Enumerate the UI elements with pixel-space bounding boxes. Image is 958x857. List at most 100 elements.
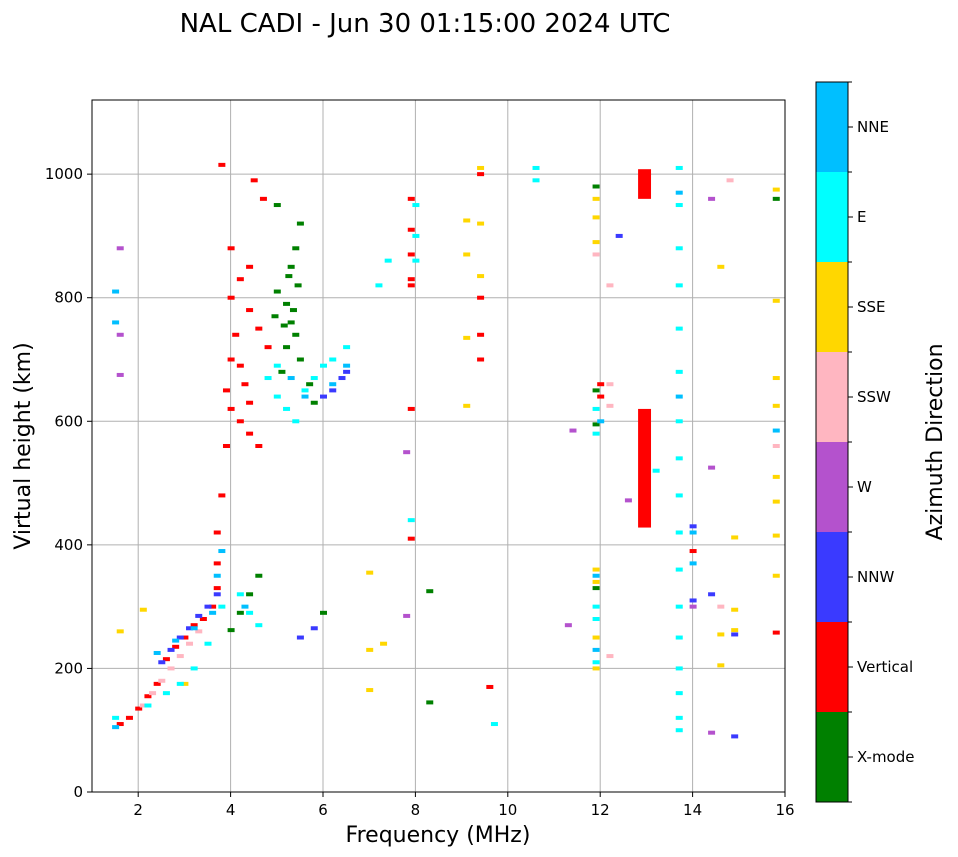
colorbar-label: Azimuth Direction	[923, 343, 948, 540]
echo-point-vertical	[218, 493, 226, 498]
echo-point-nne	[112, 320, 120, 325]
echo-point-x-mode	[592, 388, 600, 393]
echo-point-nne	[592, 573, 600, 578]
echo-point-vertical	[144, 694, 152, 699]
echo-point-e	[246, 610, 254, 615]
echo-block-vertical	[638, 169, 652, 199]
echo-point-nne	[597, 419, 605, 424]
echo-point-w	[624, 498, 632, 503]
echo-point-nne	[689, 561, 697, 566]
echo-point-e	[343, 345, 351, 350]
echo-point-vertical	[213, 530, 221, 535]
echo-point-e	[301, 388, 309, 393]
echo-point-x-mode	[306, 382, 314, 387]
echo-point-sse	[116, 629, 124, 634]
echo-point-nnw	[167, 647, 175, 652]
echo-point-x-mode	[296, 221, 304, 226]
echo-point-sse	[463, 403, 471, 408]
echo-point-e	[112, 715, 120, 720]
echo-point-vertical	[477, 172, 485, 177]
echo-point-vertical	[477, 295, 485, 300]
echo-point-vertical	[172, 644, 180, 649]
echo-point-vertical	[772, 630, 780, 635]
echo-point-x-mode	[285, 274, 293, 279]
echo-point-w	[564, 623, 572, 628]
echo-point-x-mode	[592, 586, 600, 591]
echo-point-ssw	[717, 604, 725, 609]
echo-point-vertical	[255, 444, 263, 448]
echo-point-x-mode	[592, 184, 600, 189]
echo-point-e	[190, 666, 198, 671]
echo-point-x-mode	[283, 301, 291, 306]
echo-point-vertical	[227, 357, 235, 362]
echo-point-vertical	[407, 536, 415, 541]
echo-point-vertical	[477, 332, 485, 337]
echo-point-vertical	[597, 382, 605, 387]
x-tick-label: 4	[226, 801, 236, 819]
echo-point-e	[283, 406, 291, 411]
echo-point-x-mode	[310, 400, 318, 405]
echo-point-sse	[477, 165, 485, 170]
echo-point-e	[490, 722, 498, 727]
echo-point-ssw	[606, 654, 614, 659]
echo-point-ssw	[726, 178, 734, 183]
echo-point-e	[592, 604, 600, 609]
y-tick-label: 600	[54, 412, 83, 430]
echo-point-x-mode	[292, 332, 300, 337]
echo-point-sse	[592, 567, 600, 572]
echo-point-nnw	[296, 635, 304, 640]
echo-point-vertical	[236, 419, 244, 424]
colorbar-tick-label: SSE	[857, 298, 886, 316]
echo-point-nnw	[731, 734, 739, 739]
echo-point-ssw	[186, 641, 194, 646]
echo-point-ssw	[176, 654, 184, 659]
echo-point-vertical	[255, 326, 263, 331]
echo-point-x-mode	[426, 700, 434, 705]
y-tick-label: 800	[54, 289, 83, 307]
echo-point-sse	[366, 647, 374, 652]
echo-point-e	[675, 691, 683, 696]
echo-point-x-mode	[287, 264, 295, 269]
echo-point-sse	[592, 215, 600, 220]
echo-point-w	[689, 604, 697, 609]
echo-point-x-mode	[320, 610, 327, 615]
echo-point-e	[675, 493, 683, 498]
echo-point-nnw	[615, 233, 623, 238]
echo-point-sse	[731, 535, 739, 540]
echo-point-vertical	[246, 308, 254, 313]
echo-point-sse	[717, 663, 725, 668]
y-tick-label: 400	[54, 536, 83, 554]
echo-point-e	[176, 681, 184, 686]
echo-point-vertical	[199, 617, 207, 621]
echo-point-vertical	[135, 706, 143, 711]
echo-point-w	[708, 196, 716, 201]
echo-point-vertical	[190, 623, 198, 628]
colorbar-segment	[816, 352, 848, 442]
echo-point-e	[236, 592, 244, 597]
echo-point-nne	[241, 604, 249, 609]
echo-point-e	[675, 283, 683, 288]
echo-point-e	[273, 394, 281, 399]
x-tick-label: 16	[775, 801, 794, 819]
echo-point-vertical	[246, 431, 254, 436]
echo-point-ssw	[606, 382, 614, 387]
x-tick-label: 10	[498, 801, 517, 819]
echo-point-vertical	[597, 394, 605, 399]
echo-point-nne	[190, 626, 198, 631]
echo-point-nnw	[731, 632, 739, 637]
plot-frame	[91, 99, 786, 793]
echo-point-vertical	[407, 227, 415, 232]
echo-point-nne	[218, 549, 226, 554]
echo-point-sse	[731, 607, 739, 612]
echo-point-w	[116, 332, 124, 337]
echo-point-vertical	[227, 246, 235, 251]
echo-point-w	[569, 428, 577, 433]
echo-point-x-mode	[246, 592, 254, 597]
y-axis-ticks: 0 200 400 600 800 1000	[45, 165, 92, 801]
echo-point-sse	[772, 403, 780, 408]
echo-point-vertical	[477, 357, 485, 362]
echo-point-ssw	[606, 283, 614, 288]
echo-point-nnw	[708, 592, 716, 597]
echo-point-nnw	[689, 524, 697, 529]
echo-point-x-mode	[292, 246, 300, 251]
